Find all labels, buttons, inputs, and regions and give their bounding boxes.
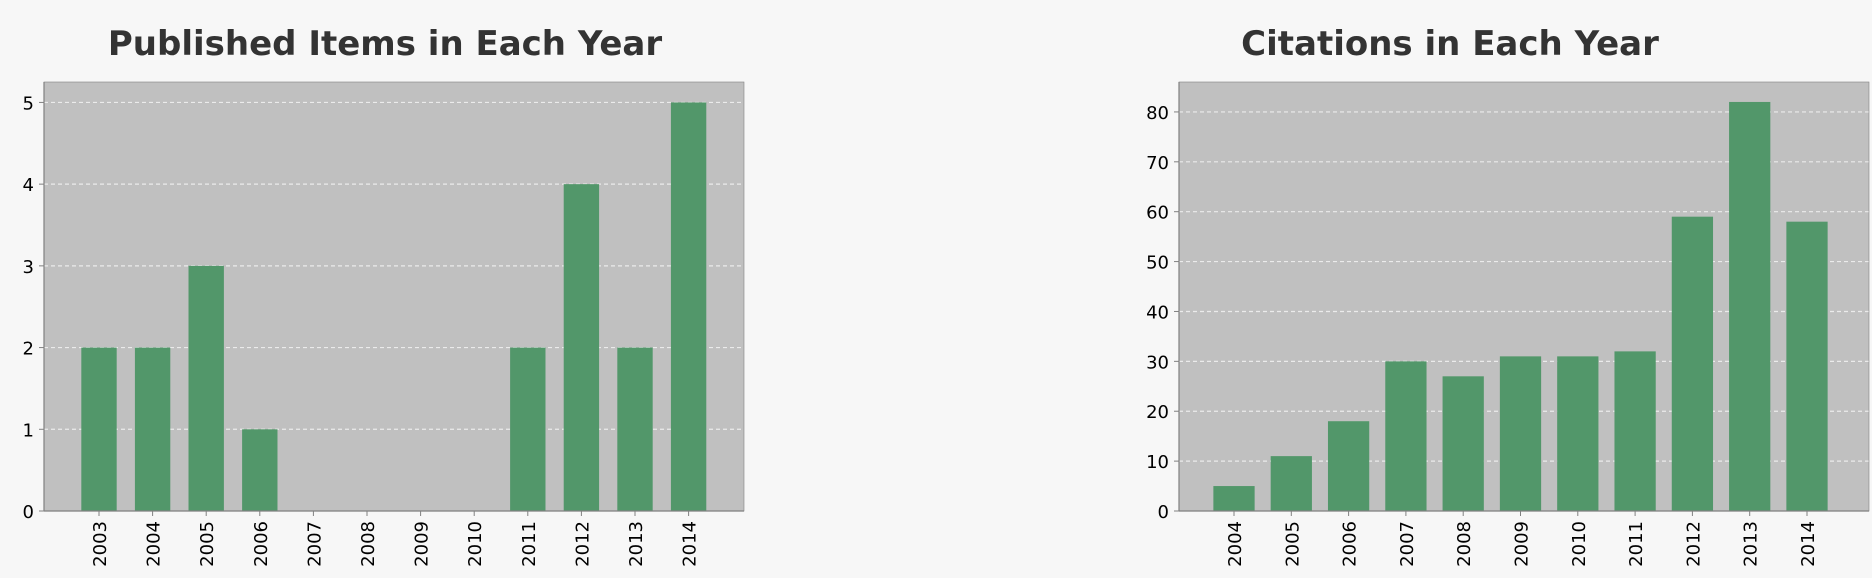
bar [134, 347, 171, 511]
chart-title: Citations in Each Year [1241, 24, 1659, 64]
bar [1442, 376, 1484, 511]
published-items-chart: 0 1 2 3 4 5 2003 2004 2005 2006 2007 2008 2009 2010 20… [0, 0, 760, 578]
plot-border [43, 81, 745, 512]
bar [510, 347, 546, 511]
bar [1671, 216, 1714, 512]
y-tick-label: 5 [23, 93, 34, 114]
x-tick-label: 2011 [519, 521, 540, 567]
x-tick-label: 2013 [1741, 521, 1762, 567]
x-tick-label: 2011 [1626, 521, 1647, 567]
x-tick-label: 2009 [412, 521, 433, 567]
y-tick-label: 0 [1158, 502, 1169, 523]
bar [1614, 351, 1656, 511]
y-tick-label: 20 [1146, 402, 1169, 423]
x-tick-label: 2004 [1225, 521, 1246, 567]
y-tick-label: 3 [23, 257, 34, 278]
bar [1786, 221, 1828, 511]
y-tick-label: 40 [1146, 302, 1169, 323]
x-tick-label: 2009 [1512, 521, 1533, 567]
x-tick-label: 2014 [1798, 521, 1819, 567]
x-tick-label: 2008 [358, 521, 379, 567]
x-tick-label: 2013 [626, 521, 647, 567]
bar [670, 102, 707, 511]
bar [1499, 356, 1542, 511]
y-tick-label: 2 [23, 339, 34, 360]
plot-border [1178, 81, 1870, 512]
y-tick-label: 70 [1146, 153, 1169, 174]
x-tick-label: 2003 [90, 521, 111, 567]
y-tick-label: 60 [1146, 203, 1169, 224]
bar [617, 347, 653, 511]
y-tick-label: 4 [23, 175, 34, 196]
x-tick-label: 2008 [1454, 521, 1475, 567]
published-items-chart-svg: 0 1 2 3 4 5 2003 2004 2005 2006 2007 2008 2009 2010 20… [23, 81, 745, 567]
x-tick-label: 2007 [1397, 521, 1418, 567]
bar [242, 429, 278, 511]
chart-title: Published Items in Each Year [107, 24, 663, 64]
y-tick-label: 10 [1146, 452, 1169, 473]
x-tick-label: 2012 [1683, 521, 1704, 567]
y-tick-label: 80 [1146, 103, 1169, 124]
bar [1385, 361, 1427, 511]
x-tick-label: 2005 [1282, 521, 1303, 567]
bar [563, 184, 600, 511]
x-tick-label: 2014 [680, 521, 701, 567]
bar [188, 265, 224, 511]
y-tick-label: 30 [1146, 352, 1169, 373]
citations-chart-svg: 0 10 20 30 40 50 60 70 80 2004 2005 2006 2007 2008 200… [1146, 81, 1870, 567]
x-tick-label: 2004 [144, 521, 165, 567]
bar [1270, 456, 1312, 511]
x-tick-label: 2007 [304, 521, 325, 567]
y-tick-label: 0 [23, 502, 34, 523]
bar [1327, 421, 1370, 511]
y-tick-label: 1 [23, 420, 34, 441]
x-tick-label: 2010 [1569, 521, 1590, 567]
x-tick-label: 2005 [197, 521, 218, 567]
y-tick-label: 50 [1146, 253, 1169, 274]
bar [81, 347, 117, 511]
bar [1729, 101, 1771, 511]
citations-chart: 0 10 20 30 40 50 60 70 80 2004 2005 2006 2007 2008 200… [1100, 0, 1872, 578]
x-tick-label: 2006 [1340, 521, 1361, 567]
x-tick-label: 2006 [251, 521, 272, 567]
bar [1213, 486, 1255, 511]
x-tick-label: 2012 [572, 521, 593, 567]
x-tick-label: 2010 [465, 521, 486, 567]
bar [1557, 356, 1599, 511]
